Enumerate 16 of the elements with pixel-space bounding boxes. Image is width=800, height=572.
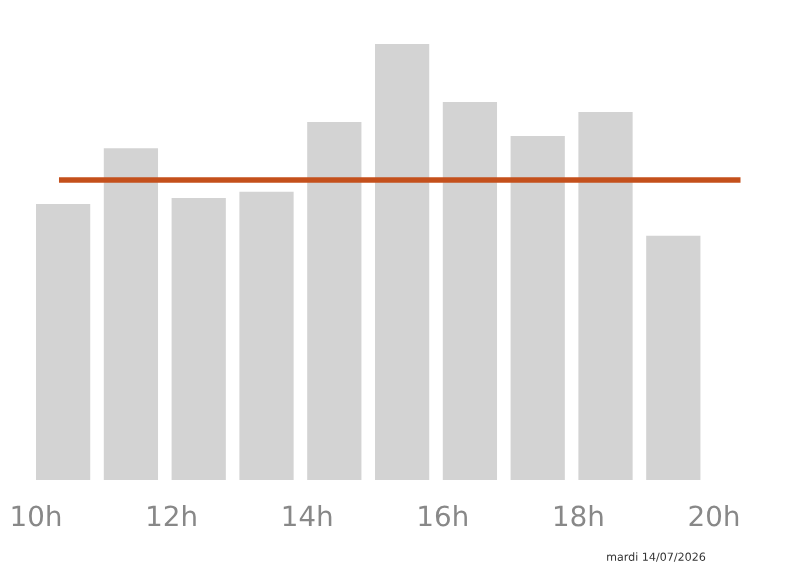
x-tick-label: 16h (419, 505, 467, 527)
bar (239, 191, 294, 480)
bar (307, 122, 362, 480)
bar (442, 101, 498, 480)
x-tick-label: 20h (689, 505, 739, 527)
bar (103, 148, 159, 480)
x-tick-label: 12h (148, 505, 196, 527)
bar (375, 44, 430, 480)
x-tick-label: 10h (12, 505, 61, 527)
bar (578, 112, 633, 480)
x-tick-label: 14h (283, 505, 332, 527)
bar (646, 235, 701, 480)
bar (36, 204, 91, 480)
bar (510, 136, 565, 480)
bar (171, 197, 226, 480)
x-tick-label: 18h (554, 505, 603, 527)
